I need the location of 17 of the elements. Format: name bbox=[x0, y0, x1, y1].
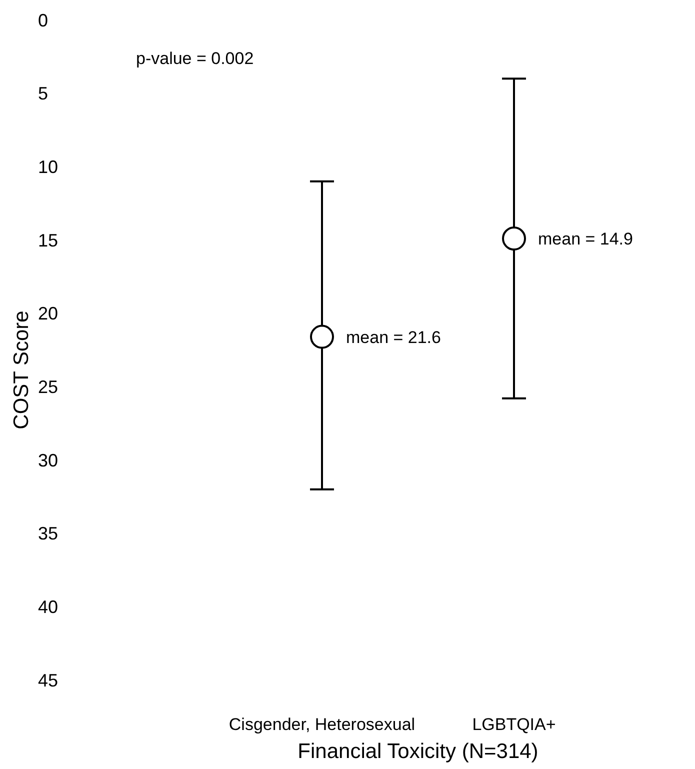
annotation: p-value = 0.002 bbox=[136, 49, 254, 68]
x-tick-label: LGBTQIA+ bbox=[472, 715, 556, 734]
y-axis-title: COST Score bbox=[10, 310, 33, 430]
y-tick-label: 20 bbox=[38, 304, 58, 324]
x-tick-label: Cisgender, Heterosexual bbox=[228, 715, 416, 734]
y-tick-label: 5 bbox=[38, 84, 48, 104]
y-tick-label: 40 bbox=[38, 596, 58, 617]
y-tick-label: 15 bbox=[38, 230, 58, 250]
annotation: mean = 21.6 bbox=[346, 328, 441, 347]
y-tick-label: 35 bbox=[38, 524, 58, 544]
y-tick-label: 30 bbox=[38, 450, 58, 470]
y-tick-label: 0 bbox=[38, 10, 48, 30]
y-tick-label: 25 bbox=[38, 376, 58, 397]
y-tick-label: 45 bbox=[38, 670, 58, 690]
y-tick-label: 10 bbox=[38, 156, 58, 177]
x-axis-title: Financial Toxicity (N=314) bbox=[298, 740, 538, 763]
annotation: mean = 14.9 bbox=[538, 229, 633, 248]
